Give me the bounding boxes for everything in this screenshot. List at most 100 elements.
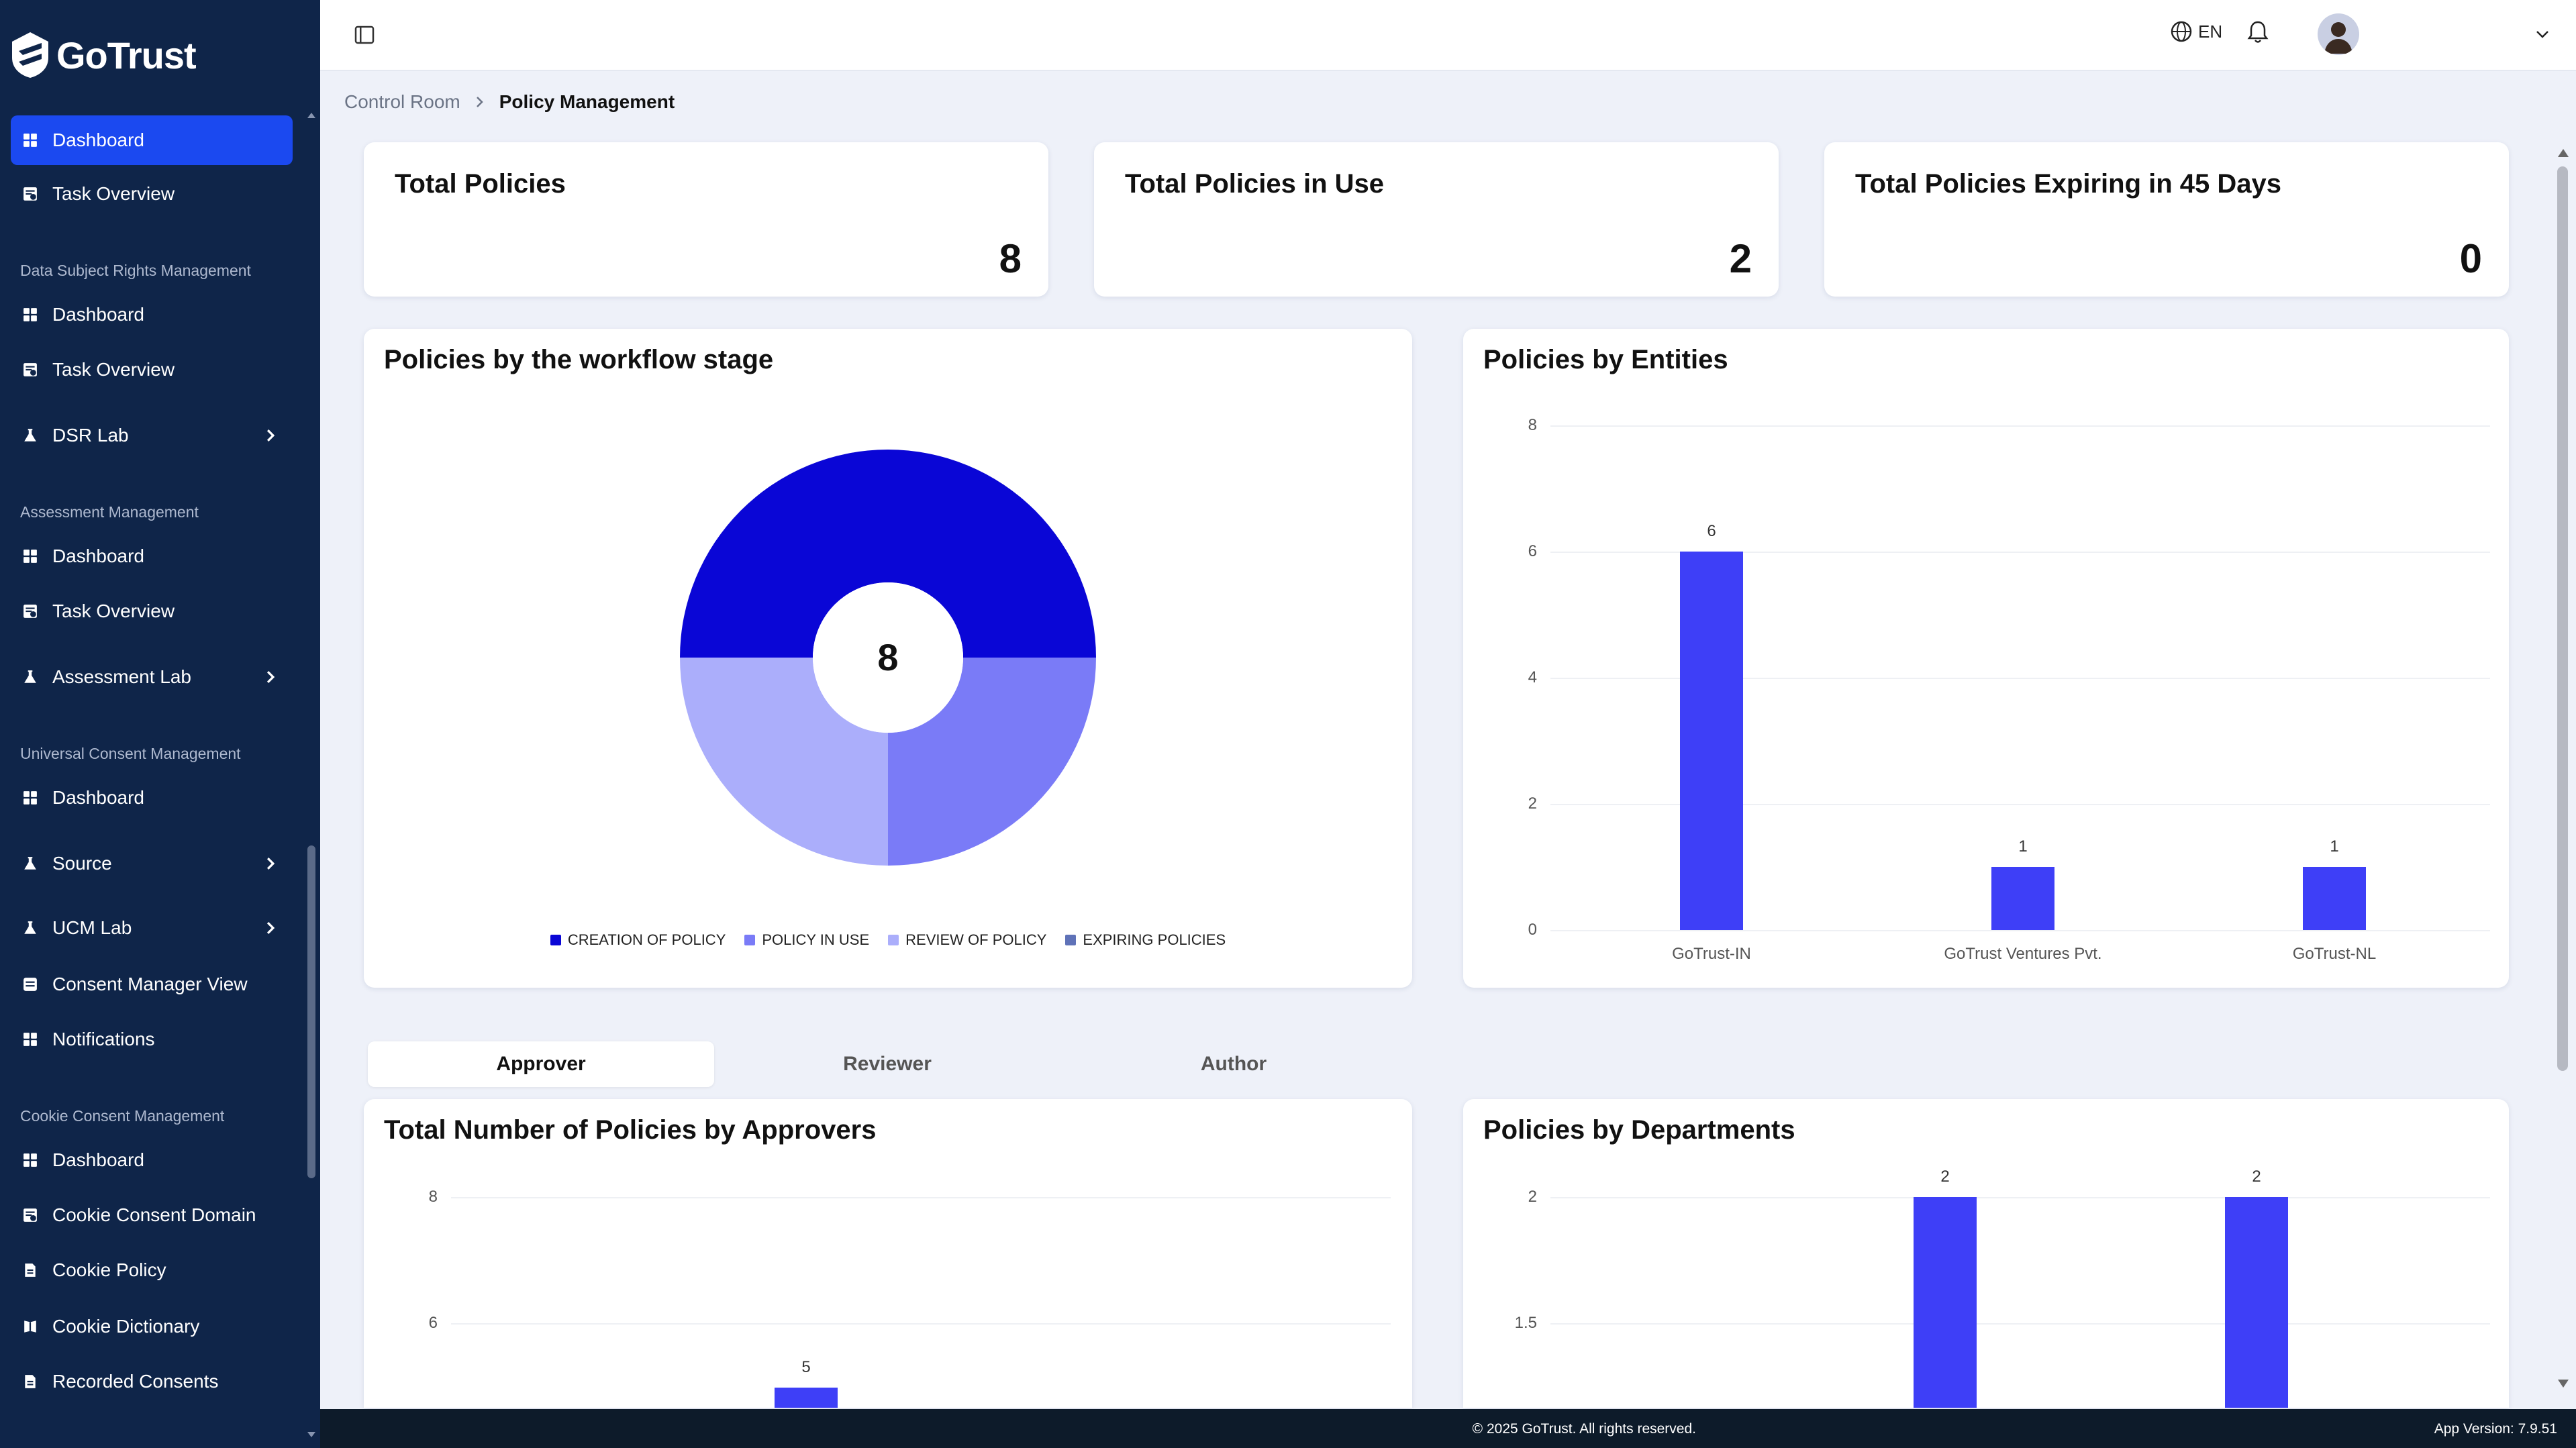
pie-slice[interactable] [680,450,1096,658]
gotrust-logo[interactable]: GoTrust [9,28,197,82]
section-title-assessment: Assessment Management [20,503,199,521]
y-tick-label: 0 [1528,921,1537,939]
bell-icon[interactable] [2246,20,2269,44]
section-title-ucm: Universal Consent Management [20,745,241,762]
kpi-title: Total Policies [395,169,566,199]
gridline [451,1197,1391,1198]
scroll-down-arrow-icon[interactable] [305,1429,318,1440]
grid-icon [21,1151,39,1169]
sidebar-item-cookie-policy[interactable]: Cookie Policy [11,1245,293,1295]
x-category-label: GoTrust-NL [2292,945,2377,963]
legend-swatch [888,935,899,945]
sidebar-item-dsr-lab[interactable]: DSR Lab [11,411,293,460]
task-icon [21,603,39,620]
scroll-up-arrow-icon[interactable] [2556,146,2571,160]
donut-center-total: 8 [877,635,899,678]
legend-label: EXPIRING POLICIES [1083,931,1226,948]
breadcrumb-current: Policy Management [499,91,675,112]
sidebar-item-task-overview[interactable]: Task Overview [11,169,293,219]
gridline [1550,678,2490,679]
sidebar-item-assessment-dashboard[interactable]: Dashboard [11,531,293,581]
sidebar-item-recorded-consents[interactable]: Recorded Consents [11,1357,293,1406]
pie-slice[interactable] [680,658,888,866]
chart-title: Policies by the workflow stage [384,345,774,374]
sidebar-item-label: UCM Lab [52,917,132,938]
sidebar-item-cookie-consent-domain[interactable]: Cookie Consent Domain [11,1190,293,1240]
user-avatar[interactable] [2318,13,2359,55]
language-selector[interactable]: EN [2170,20,2222,43]
document-icon [21,1373,39,1390]
legend-item[interactable]: CREATION OF POLICY [550,931,726,949]
chart-title: Policies by Departments [1483,1115,1795,1145]
sidebar-item-cookie-dictionary[interactable]: Cookie Dictionary [11,1302,293,1351]
sidebar-item-label: Cookie Consent Domain [52,1204,256,1225]
chart-bar[interactable] [1914,1197,1977,1408]
kpi-title: Total Policies Expiring in 45 Days [1855,169,2282,199]
sidebar-item-label: Recorded Consents [52,1371,219,1392]
kpi-card-policies-expiring: Total Policies Expiring in 45 Days 0 [1824,142,2509,297]
grid-icon [21,132,39,149]
chart-card-departments: Policies by Departments 1.5 2 2 2 [1463,1099,2509,1408]
legend-item[interactable]: EXPIRING POLICIES [1065,931,1226,949]
pie-slice[interactable] [888,658,1096,866]
sidebar-item-label: Source [52,853,112,874]
chevron-right-icon [266,429,275,442]
sidebar-item-assessment-lab[interactable]: Assessment Lab [11,652,293,702]
sidebar-item-consent-manager-view[interactable]: Consent Manager View [11,960,293,1009]
sidebar-item-assessment-task-overview[interactable]: Task Overview [11,586,293,636]
legend-swatch [744,935,756,945]
task-icon [21,185,39,203]
kpi-value: 2 [1729,236,1752,281]
chevron-right-icon [266,922,275,934]
sidebar-item-label: Dashboard [52,130,144,150]
sidebar-item-label: Assessment Lab [52,666,191,687]
chart-title: Policies by Entities [1483,345,1728,374]
sidebar-item-ucm-dashboard[interactable]: Dashboard [11,773,293,823]
chart-bar[interactable] [2225,1197,2288,1408]
flask-icon [21,919,39,937]
sidebar-item-cookie-dashboard[interactable]: Dashboard [11,1135,293,1185]
sidebar-scrollbar-thumb[interactable] [307,845,315,1178]
app-name: GoTrust [56,34,197,76]
legend-swatch [1065,935,1077,945]
sidebar-item-dsr-task-overview[interactable]: Task Overview [11,345,293,395]
kpi-card-total-policies: Total Policies 8 [364,142,1048,297]
tab-approver[interactable]: Approver [368,1041,714,1087]
legend-item[interactable]: POLICY IN USE [744,931,869,949]
legend-item[interactable]: REVIEW OF POLICY [888,931,1046,949]
sidebar-item-notifications[interactable]: Notifications [11,1015,293,1064]
app-version: App Version: 7.9.51 [2434,1421,2557,1437]
breadcrumb-parent[interactable]: Control Room [344,91,460,112]
donut-hole [813,582,963,733]
top-header: EN [320,0,2576,71]
sidebar-item-source[interactable]: Source [11,839,293,888]
legend-swatch [550,935,561,945]
sidebar-item-dsr-dashboard[interactable]: Dashboard [11,290,293,340]
task-icon [21,361,39,378]
scroll-up-arrow-icon[interactable] [305,110,318,121]
gridline [1550,1323,2490,1325]
legend-label: REVIEW OF POLICY [905,931,1047,948]
tab-reviewer[interactable]: Reviewer [843,1053,932,1075]
sidebar-item-label: Task Overview [52,601,175,621]
tab-author[interactable]: Author [1200,1053,1267,1075]
sidebar-item-label: Task Overview [52,359,175,380]
sidebar-item-dashboard[interactable]: Dashboard [11,115,293,165]
main-scrollbar-thumb[interactable] [2557,166,2568,1071]
scroll-down-arrow-icon[interactable] [2556,1377,2571,1390]
chart-bar[interactable] [1991,867,2054,930]
chart-bar[interactable] [775,1388,838,1408]
kpi-value: 0 [2459,236,2482,281]
chart-bar[interactable] [1680,552,1743,930]
user-avatar-icon [2324,22,2352,54]
y-tick-label: 2 [1528,794,1537,813]
chart-card-workflow-stage: Policies by the workflow stage 8 CREATIO… [364,329,1412,988]
sidebar-toggle-icon[interactable] [354,24,375,46]
chevron-down-icon[interactable] [2532,24,2553,44]
gridline [1550,425,2490,427]
sidebar-item-ucm-lab[interactable]: UCM Lab [11,903,293,953]
section-title-cookie: Cookie Consent Management [20,1107,225,1125]
chart-bar[interactable] [2303,867,2366,930]
grid-icon [21,306,39,323]
grid-icon [21,1031,39,1048]
